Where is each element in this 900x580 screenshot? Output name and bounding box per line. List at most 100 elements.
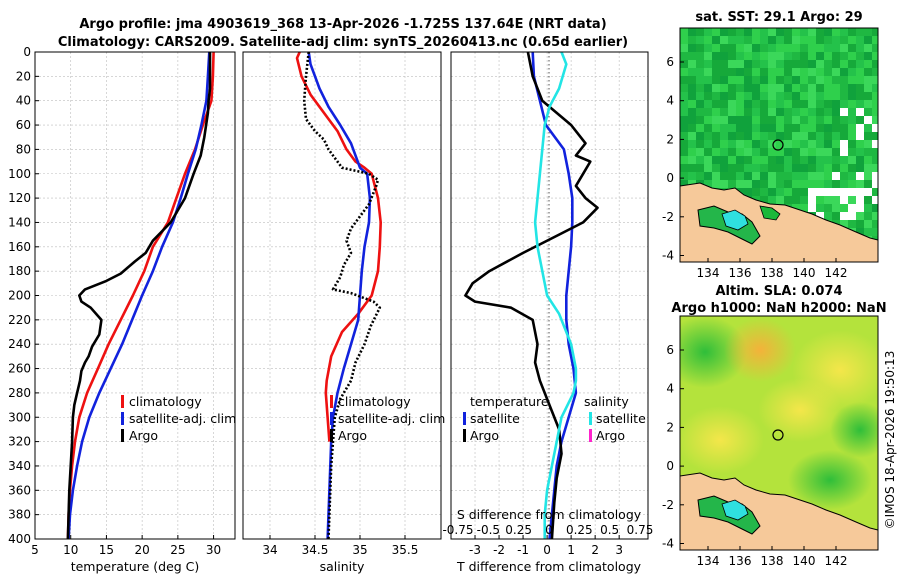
sst-cell bbox=[696, 124, 704, 132]
legend-temperature-heading: temperature bbox=[470, 394, 549, 409]
map-x-tick-label: 138 bbox=[761, 266, 784, 280]
sst-cell bbox=[712, 28, 720, 36]
sst-cell bbox=[784, 108, 792, 116]
sst-cell bbox=[816, 204, 824, 212]
sst-cell bbox=[776, 92, 784, 100]
sst-cell bbox=[832, 140, 840, 148]
sst-cell bbox=[784, 28, 792, 36]
s-tick-label: 0.5 bbox=[600, 523, 619, 537]
sst-cell bbox=[784, 148, 792, 156]
legend-climatology: climatology bbox=[129, 394, 202, 409]
series-line-salinity-satellite bbox=[533, 52, 578, 539]
sst-cell bbox=[824, 180, 832, 188]
sst-cell bbox=[776, 124, 784, 132]
sst-cell bbox=[864, 68, 872, 76]
sst-cell bbox=[752, 36, 760, 44]
sst-cell bbox=[792, 28, 800, 36]
sst-cell bbox=[816, 124, 824, 132]
sst-cell bbox=[824, 28, 832, 36]
sst-cell bbox=[864, 36, 872, 44]
sst-cell bbox=[848, 28, 856, 36]
x-tick-label: 10 bbox=[63, 543, 78, 557]
sst-cell bbox=[760, 164, 768, 172]
sst-cell bbox=[824, 60, 832, 68]
imos-credit: ©IMOS 18-Apr-2026 19:50:13 bbox=[883, 351, 897, 530]
sst-cell bbox=[752, 52, 760, 60]
s-tick-label: -0.5 bbox=[477, 523, 500, 537]
sst-cell bbox=[688, 36, 696, 44]
sst-cell bbox=[728, 28, 736, 36]
sst-cell bbox=[832, 172, 840, 180]
legend-argo: Argo bbox=[338, 428, 367, 443]
sst-cell bbox=[864, 132, 872, 140]
sst-cell bbox=[824, 140, 832, 148]
sst-cell bbox=[680, 68, 688, 76]
sst-cell bbox=[680, 140, 688, 148]
temperature-xlabel: temperature (deg C) bbox=[71, 559, 200, 574]
difference-panel: -3 -2 -1 0 1 2 3 T difference from climatology… bbox=[442, 51, 653, 574]
sst-cell bbox=[712, 108, 720, 116]
sst-cell bbox=[744, 84, 752, 92]
sst-cell bbox=[808, 180, 816, 188]
sst-cell bbox=[808, 28, 816, 36]
sst-cell bbox=[744, 172, 752, 180]
sst-cell bbox=[704, 28, 712, 36]
sst-cell bbox=[760, 124, 768, 132]
sst-cell bbox=[848, 36, 856, 44]
sst-cell bbox=[688, 116, 696, 124]
sst-cell bbox=[800, 140, 808, 148]
legend-salinity-heading: salinity bbox=[584, 394, 629, 409]
sst-cell bbox=[704, 116, 712, 124]
argo-position-marker bbox=[772, 139, 784, 151]
sst-cell bbox=[840, 172, 848, 180]
sst-cell bbox=[712, 52, 720, 60]
sst-cell bbox=[840, 180, 848, 188]
x-tick-label: 0 bbox=[543, 543, 551, 557]
sst-cell bbox=[864, 108, 872, 116]
sst-cell bbox=[848, 76, 856, 84]
sst-cell bbox=[784, 92, 792, 100]
sst-cell bbox=[864, 28, 872, 36]
sst-cell bbox=[712, 60, 720, 68]
sst-cell bbox=[712, 140, 720, 148]
sst-cell bbox=[696, 52, 704, 60]
sst-cell bbox=[848, 60, 856, 68]
sst-cell bbox=[856, 76, 864, 84]
sst-cell bbox=[688, 124, 696, 132]
sst-cell bbox=[808, 172, 816, 180]
temperature-profile-panel: 0 20 40 60 80 100 120 140 160 180 200 220 240 260 280 3… bbox=[8, 45, 236, 574]
sst-cell bbox=[792, 68, 800, 76]
sst-cell bbox=[680, 36, 688, 44]
sst-cell bbox=[720, 36, 728, 44]
sst-cell bbox=[720, 124, 728, 132]
sst-cell bbox=[720, 164, 728, 172]
sst-cell bbox=[872, 220, 878, 228]
sst-cell bbox=[776, 100, 784, 108]
sst-cell bbox=[680, 164, 688, 172]
sst-cell bbox=[800, 36, 808, 44]
sst-cell bbox=[696, 92, 704, 100]
sst-cell bbox=[784, 52, 792, 60]
sst-cell bbox=[736, 36, 744, 44]
sst-cell bbox=[680, 172, 688, 180]
sst-cell bbox=[800, 132, 808, 140]
sst-cell bbox=[872, 44, 878, 52]
sst-cell bbox=[760, 116, 768, 124]
sst-cell bbox=[768, 100, 776, 108]
sst-cell bbox=[752, 148, 760, 156]
sst-cell bbox=[736, 44, 744, 52]
sst-cell bbox=[864, 180, 872, 188]
sst-cell bbox=[832, 148, 840, 156]
sst-cell bbox=[712, 100, 720, 108]
sst-cell bbox=[816, 92, 824, 100]
sst-cell bbox=[824, 84, 832, 92]
legend-satellite-adj-clim: satellite-adj. clim bbox=[129, 411, 236, 426]
sst-cell bbox=[744, 124, 752, 132]
sst-cell bbox=[840, 116, 848, 124]
sst-cell bbox=[720, 44, 728, 52]
sst-cell bbox=[848, 204, 856, 212]
sst-cell bbox=[808, 36, 816, 44]
sst-cell bbox=[816, 108, 824, 116]
sst-cell bbox=[784, 156, 792, 164]
sst-cell bbox=[800, 84, 808, 92]
